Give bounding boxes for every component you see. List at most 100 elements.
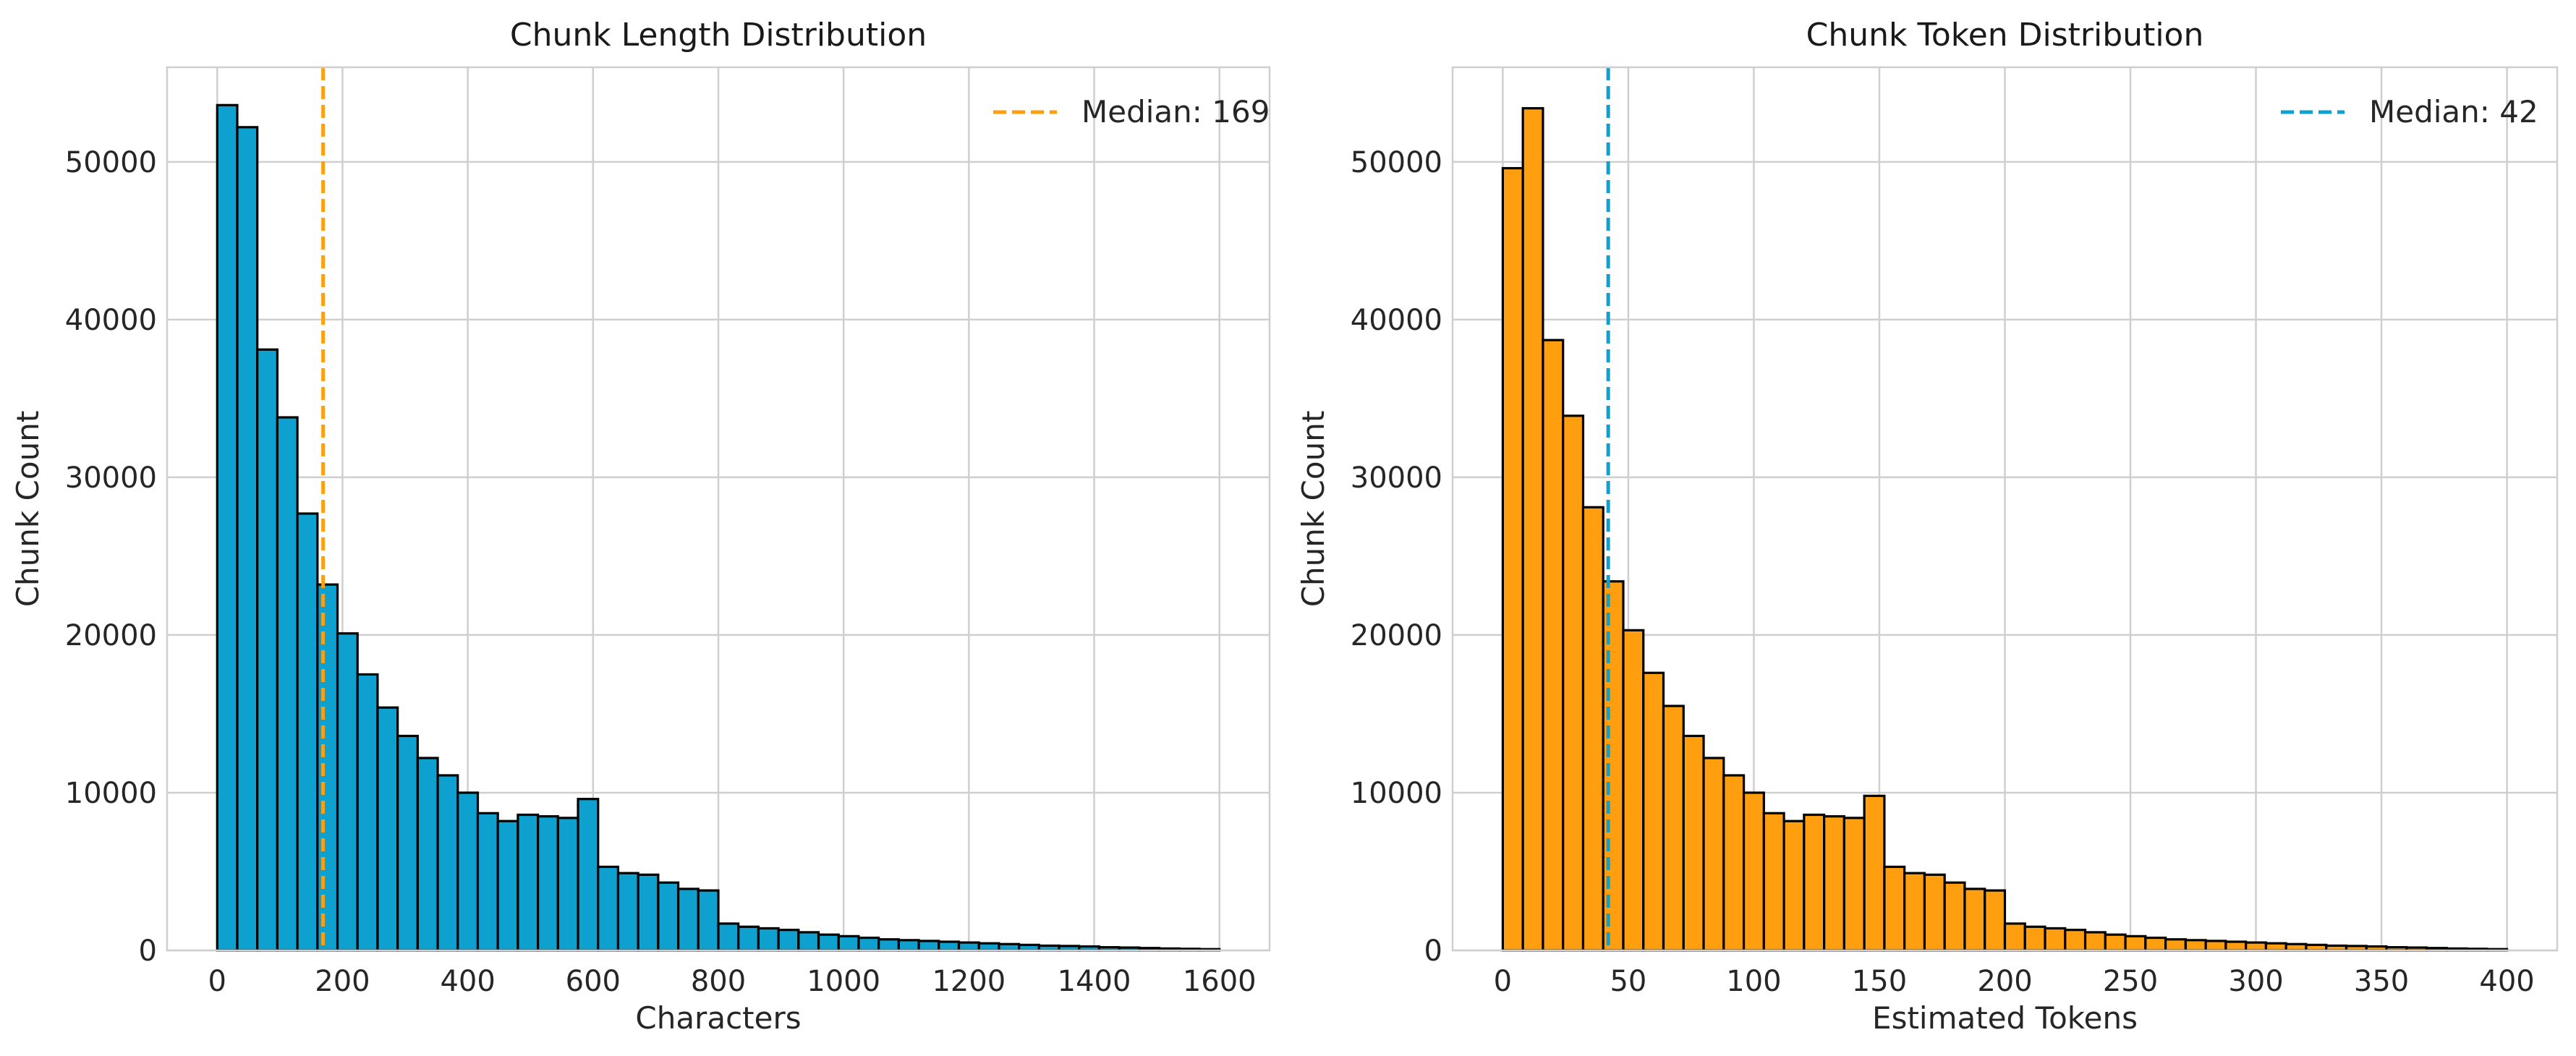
token-y-tick-label: 40000: [1351, 304, 1442, 337]
length-y-tick-label: 10000: [65, 777, 157, 810]
length-chart-title: Chunk Length Distribution: [510, 17, 927, 54]
length-x-tick-label: 0: [208, 965, 226, 998]
token-bar: [2083, 931, 2107, 952]
token-bar: [1702, 757, 1725, 952]
length-x-tick-label: 1000: [807, 965, 880, 998]
length-bar: [998, 942, 1021, 952]
length-x-tick-label: 1400: [1058, 965, 1131, 998]
length-bar: [897, 939, 920, 952]
length-bar: [416, 757, 439, 952]
length-bar: [697, 889, 720, 952]
length-bar: [857, 936, 880, 952]
length-x-tick-label: 600: [566, 965, 621, 998]
token-bar: [1903, 872, 1926, 952]
length-bar: [517, 813, 540, 952]
token-bar: [1963, 887, 1986, 952]
token-x-tick-label: 300: [2228, 965, 2283, 998]
length-y-tick-label: 40000: [65, 304, 157, 337]
length-bar: [717, 922, 740, 952]
length-bar: [637, 873, 660, 952]
token-y-tick-label: 10000: [1351, 777, 1442, 810]
length-x-tick-label: 1200: [932, 965, 1006, 998]
length-bar: [597, 865, 620, 952]
token-x-tick-label: 100: [1726, 965, 1781, 998]
token-bar: [1501, 166, 1524, 952]
token-bar: [2184, 939, 2207, 952]
token-bar: [1581, 506, 1604, 952]
length-bar: [817, 933, 840, 952]
token-bar: [1863, 794, 1886, 952]
length-x-axis-label: Characters: [635, 1000, 801, 1036]
length-bar: [336, 632, 359, 952]
token-chart-title: Chunk Token Distribution: [1806, 17, 2204, 54]
length-y-tick-label: 30000: [65, 461, 157, 495]
length-bar: [216, 103, 239, 952]
length-bar: [977, 942, 1000, 952]
token-bar: [2245, 941, 2268, 952]
length-x-tick-label: 400: [440, 965, 495, 998]
length-bar: [356, 673, 379, 952]
length-bar: [396, 734, 419, 952]
token-bar: [1722, 774, 1746, 952]
token-bar: [1984, 889, 2007, 952]
token-bar: [2104, 933, 2127, 952]
token-bar: [1662, 704, 1685, 952]
token-bar: [1521, 107, 1544, 952]
length-bar: [616, 872, 639, 952]
length-plot-frame: [166, 66, 1271, 952]
token-bar: [1622, 629, 1645, 952]
length-bar: [476, 812, 499, 952]
length-bar: [917, 940, 940, 952]
length-bar: [737, 925, 760, 952]
token-x-tick-label: 200: [1977, 965, 2032, 998]
token-bar: [1842, 817, 1866, 952]
length-bar: [577, 798, 600, 952]
length-y-axis-label: Chunk Count: [10, 411, 46, 608]
token-bar: [1823, 815, 1845, 952]
token-bar: [1803, 813, 1826, 952]
length-bar: [276, 416, 299, 952]
token-bar: [2124, 934, 2147, 952]
token-x-axis-label: Estimated Tokens: [1872, 1000, 2138, 1036]
token-y-tick-label: 30000: [1351, 461, 1442, 495]
token-bar: [2003, 922, 2026, 952]
length-bar: [757, 927, 780, 952]
length-histogram: 0 200 400 600 800 1000 1200 1400 1600 0 10000 20000…: [10, 17, 1271, 1036]
token-bar: [1762, 812, 1785, 952]
token-bar: [2164, 938, 2187, 952]
length-bar: [316, 583, 339, 952]
token-x-tick-label: 400: [2479, 965, 2534, 998]
token-bar: [1602, 580, 1625, 952]
token-y-axis-label: Chunk Count: [1296, 411, 1331, 608]
length-y-tick-label: 20000: [65, 619, 157, 652]
token-bar: [1943, 881, 1966, 952]
length-bar: [837, 934, 860, 952]
token-plot-frame: [1451, 66, 2559, 952]
length-x-tick-label: 800: [691, 965, 746, 998]
token-bar: [1923, 873, 1946, 952]
token-bar: [2264, 942, 2287, 952]
length-bar: [236, 126, 259, 952]
length-bar: [296, 512, 319, 952]
token-bar: [1562, 414, 1585, 952]
length-bar: [496, 819, 519, 952]
token-y-tick-label: 20000: [1351, 619, 1442, 652]
length-bar: [877, 938, 900, 952]
length-bar: [657, 881, 680, 952]
length-legend-label: Median: 169: [1081, 94, 1270, 129]
token-x-tick-label: 50: [1610, 965, 1646, 998]
token-bar: [1642, 671, 1665, 952]
length-x-tick-label: 1600: [1183, 965, 1257, 998]
length-bar: [797, 931, 820, 952]
length-bar: [436, 774, 459, 952]
token-bar: [1883, 865, 1906, 952]
token-x-tick-label: 350: [2354, 965, 2409, 998]
token-bar: [2224, 940, 2248, 952]
token-bar: [2204, 940, 2227, 952]
length-y-tick-label: 0: [139, 934, 157, 968]
length-bar: [938, 940, 961, 952]
token-bar: [1682, 734, 1705, 952]
token-legend-label: Median: 42: [2369, 94, 2538, 129]
